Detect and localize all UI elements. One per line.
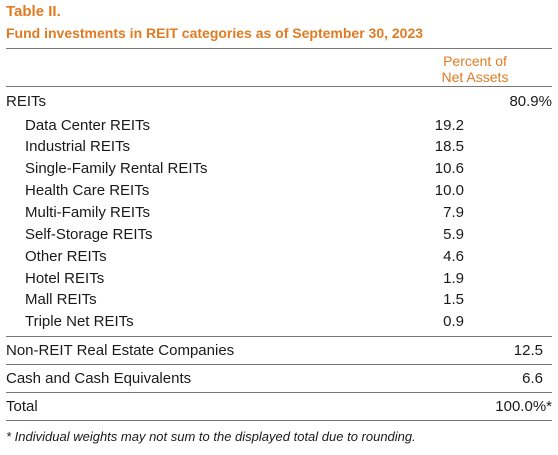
category-value: 1.5: [443, 291, 464, 308]
category-value: 19.2: [434, 117, 464, 134]
non-reit-value: 12.5: [513, 342, 543, 359]
category-label: Multi-Family REITs: [25, 204, 151, 221]
category-value: 0.9: [443, 313, 464, 330]
category-row: Self-Storage REITs 5.9: [6, 224, 552, 246]
category-row: Industrial REITs 18.5: [6, 136, 552, 158]
category-value: 7.9: [443, 204, 464, 221]
category-row: Other REITs 4.6: [6, 246, 552, 268]
column-header-line-2: Net Assets: [441, 69, 509, 85]
total-value: 100.0%*: [495, 398, 552, 415]
category-value: 4.6: [443, 248, 464, 265]
total-row: Total 100.0%*: [6, 396, 552, 418]
column-header: Percent of Net Assets: [430, 53, 520, 85]
category-row: Multi-Family REITs 7.9: [6, 202, 552, 224]
non-reit-label: Non-REIT Real Estate Companies: [6, 342, 235, 359]
category-value: 10.0: [434, 182, 464, 199]
category-label: Single-Family Rental REITs: [25, 160, 208, 177]
category-row: Health Care REITs 10.0: [6, 180, 552, 202]
reits-row: REITs 80.9%: [6, 91, 552, 113]
non-reit-row: Non-REIT Real Estate Companies 12.5: [6, 340, 552, 362]
category-label: Industrial REITs: [25, 138, 131, 155]
header-rule: [6, 86, 552, 87]
section-rule: [6, 364, 552, 365]
column-header-line-1: Percent of: [443, 53, 507, 69]
category-row: Data Center REITs 19.2: [6, 115, 552, 137]
section-rule: [6, 392, 552, 393]
table-subtitle: Fund investments in REIT categories as o…: [6, 25, 424, 41]
cash-label: Cash and Cash Equivalents: [6, 370, 192, 387]
category-label: Hotel REITs: [25, 270, 105, 287]
total-label: Total: [6, 398, 38, 415]
category-label: Self-Storage REITs: [25, 226, 153, 243]
cash-value: 6.6: [522, 370, 543, 387]
category-value: 1.9: [443, 270, 464, 287]
category-row: Triple Net REITs 0.9: [6, 311, 552, 333]
footnote: * Individual weights may not sum to the …: [6, 429, 416, 444]
top-rule: [6, 48, 552, 49]
category-label: Triple Net REITs: [25, 313, 134, 330]
table-title: Table II.: [6, 3, 61, 20]
category-label: Mall REITs: [25, 291, 97, 308]
category-label: Health Care REITs: [25, 182, 150, 199]
category-value: 5.9: [443, 226, 464, 243]
category-label: Other REITs: [25, 248, 107, 265]
category-value: 10.6: [434, 160, 464, 177]
category-row: Hotel REITs 1.9: [6, 268, 552, 290]
bottom-rule: [6, 420, 552, 421]
category-value: 18.5: [434, 138, 464, 155]
reits-label: REITs: [6, 93, 47, 110]
reits-value: 80.9%: [509, 93, 552, 110]
cash-row: Cash and Cash Equivalents 6.6: [6, 368, 552, 390]
category-row: Single-Family Rental REITs 10.6: [6, 158, 552, 180]
section-rule: [6, 336, 552, 337]
category-row: Mall REITs 1.5: [6, 289, 552, 311]
category-label: Data Center REITs: [25, 117, 151, 134]
